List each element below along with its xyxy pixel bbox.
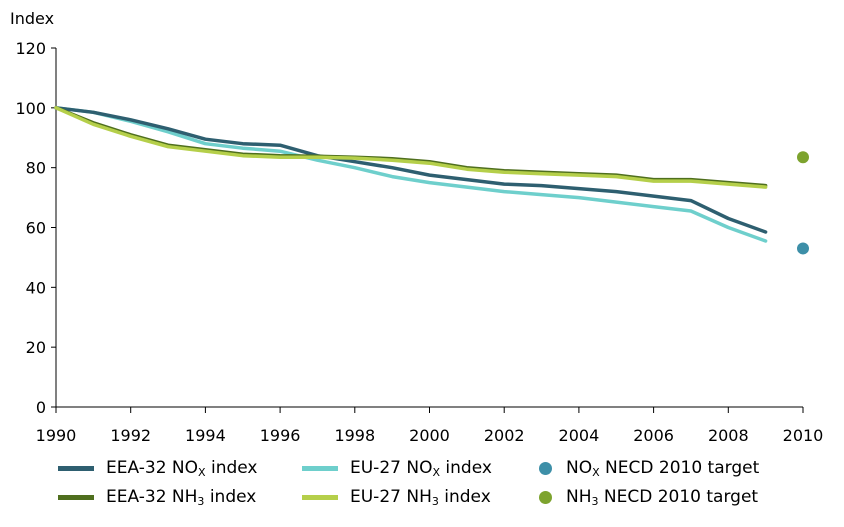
x-tick-label: 1996 (260, 426, 301, 445)
x-tick-label: 2000 (409, 426, 450, 445)
legend-label: EEA-32 NOX index (106, 458, 257, 478)
x-tick-label: 1990 (36, 426, 77, 445)
y-tick-label: 20 (26, 338, 46, 357)
legend-label-tail: index (204, 487, 257, 507)
target-point-nh3_target (797, 151, 809, 164)
x-tick-label: 1998 (334, 426, 375, 445)
legend-label-main: EU-27 NO (350, 458, 433, 478)
legend-item-eea_nh3: EEA-32 NH3 index (58, 487, 256, 507)
legend-label: EU-27 NOX index (350, 458, 492, 478)
legend-label-subscript: X (198, 466, 206, 479)
y-tick-label: 80 (26, 159, 46, 178)
legend-label: EU-27 NH3 index (350, 487, 491, 507)
y-tick-label: 60 (26, 219, 46, 238)
legend-label-main: EEA-32 NH (106, 487, 198, 507)
x-tick-label: 2006 (633, 426, 674, 445)
target-points (797, 151, 809, 255)
series-lines (54, 106, 768, 243)
legend-label-subscript: 3 (591, 495, 599, 508)
series-line-eu_nox (54, 106, 768, 243)
legend-label-tail: index (440, 458, 492, 478)
x-tick-label: 2004 (559, 426, 600, 445)
x-tick-label: 2002 (484, 426, 525, 445)
legend-item-eea_nox: EEA-32 NOX index (58, 458, 257, 478)
legend-label-main: EU-27 NH (350, 487, 432, 507)
y-tick-label: 40 (26, 278, 46, 297)
legend-label-tail: NECD 2010 target (598, 487, 759, 507)
series-line-eu_nh3 (54, 106, 768, 189)
legend-swatch (302, 465, 338, 471)
y-tick-label: 120 (15, 39, 46, 58)
legend-label-tail: index (438, 487, 491, 507)
legend-swatch (58, 494, 94, 500)
legend-label-tail: index (205, 458, 258, 478)
legend-label-tail: NECD 2010 target (599, 458, 760, 478)
y-tick-label: 100 (15, 99, 46, 118)
legend-item-nh3_target: NH3 NECD 2010 target (535, 487, 758, 507)
legend-item-eu_nox: EU-27 NOX index (302, 458, 492, 478)
y-tick-label: 0 (36, 398, 46, 417)
x-tick-label: 1992 (110, 426, 151, 445)
y-axis-title: Index (10, 9, 54, 28)
legend-label: EEA-32 NH3 index (106, 487, 256, 507)
legend-swatch (58, 465, 94, 471)
legend-label: NOX NECD 2010 target (566, 458, 759, 478)
legend-label-main: NH (566, 487, 592, 507)
x-tick-label: 2008 (708, 426, 749, 445)
target-point-nox_target (797, 242, 809, 255)
legend-item-nox_target: NOX NECD 2010 target (535, 458, 759, 478)
legend-label-subscript: X (592, 466, 600, 479)
line-chart: Index 0 20 40 60 80 100 120 1990 1992 1994 1996 199… (10, 9, 823, 445)
legend-label-subscript: 3 (431, 495, 439, 508)
legend-label-subscript: 3 (197, 495, 205, 508)
series-line-eea_nox (54, 106, 768, 234)
legend: EEA-32 NOX index EU-27 NOX index NOX NECD … (58, 458, 838, 520)
legend-item-eu_nh3: EU-27 NH3 index (302, 487, 491, 507)
x-tick-label: 1994 (185, 426, 226, 445)
axes: 0 20 40 60 80 100 120 1990 1992 1994 1996 1998 2000 2… (15, 39, 823, 445)
legend-label-main: EEA-32 NO (106, 458, 199, 478)
legend-swatch (302, 494, 338, 500)
legend-label-subscript: X (432, 466, 440, 479)
legend-label-main: NO (566, 458, 593, 478)
legend-label: NH3 NECD 2010 target (566, 487, 758, 507)
legend-swatch (539, 461, 552, 475)
x-tick-label: 2010 (783, 426, 824, 445)
legend-swatch (539, 490, 552, 504)
